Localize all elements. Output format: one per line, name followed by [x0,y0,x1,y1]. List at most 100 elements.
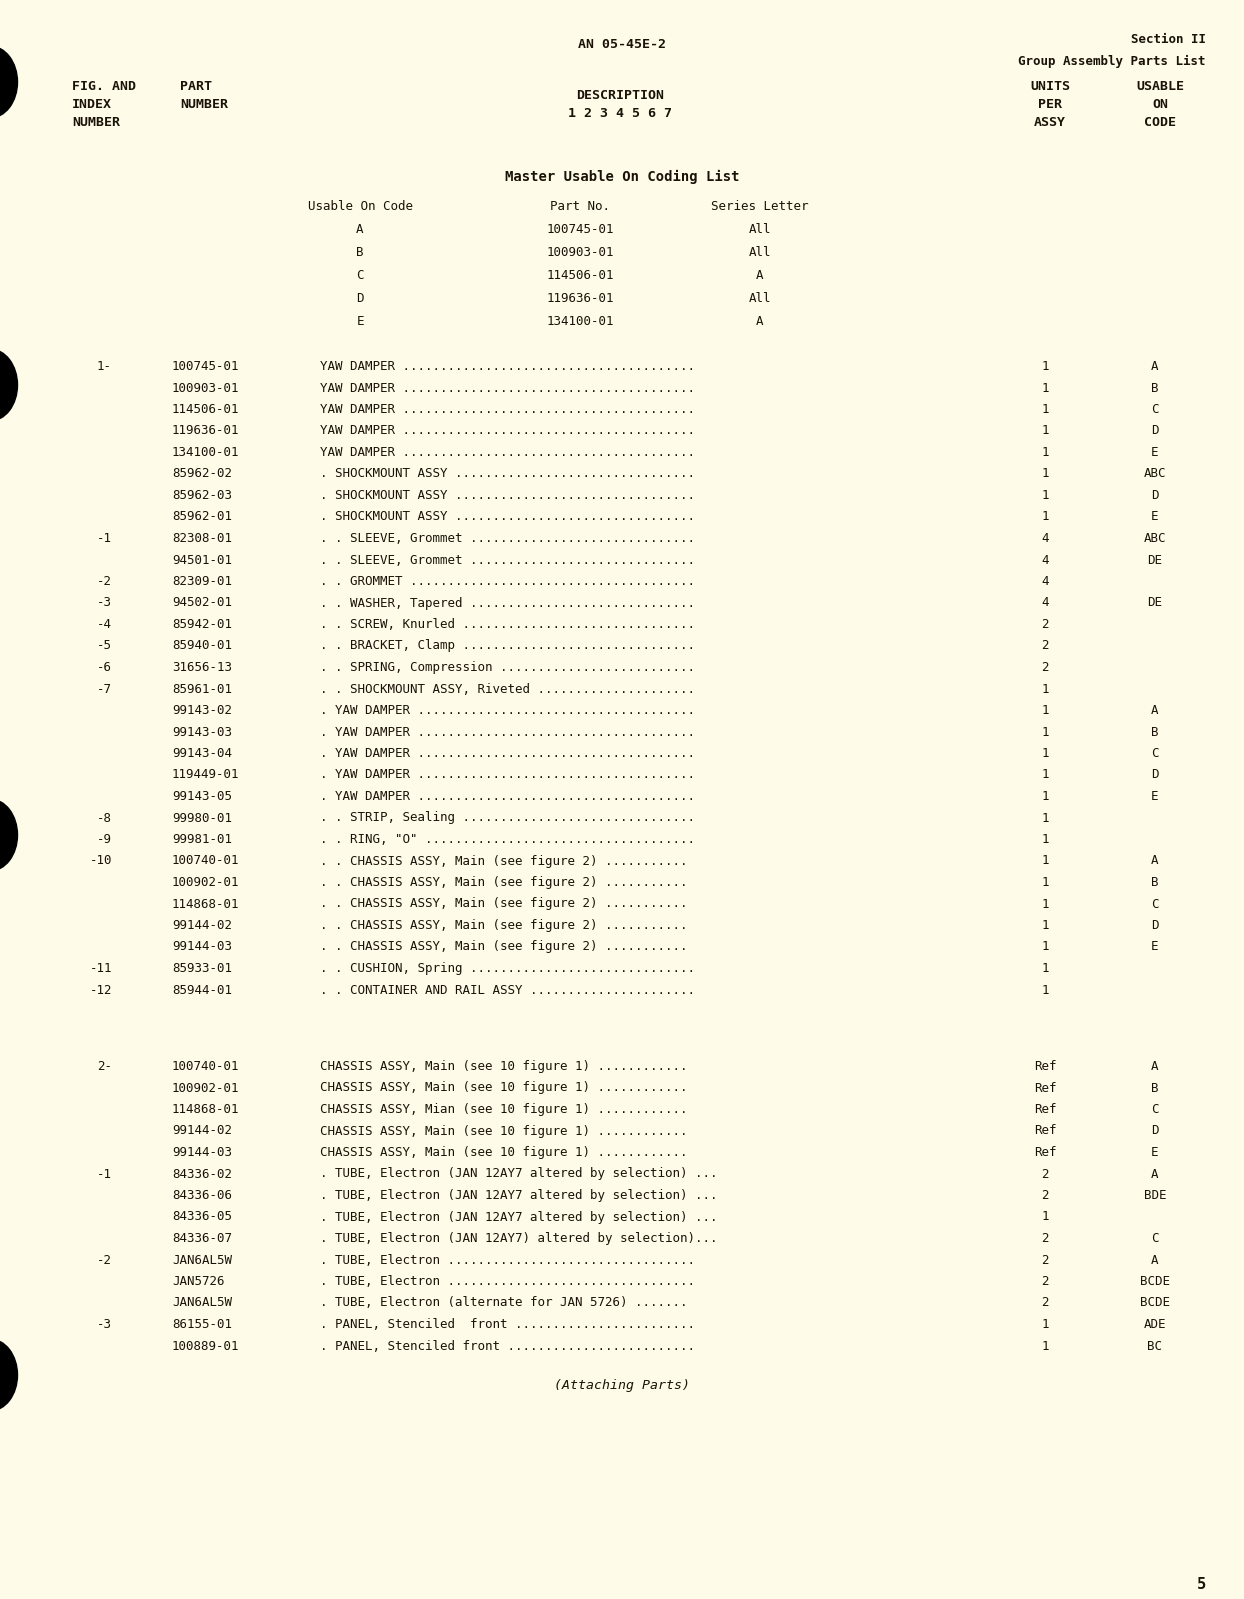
Text: NUMBER: NUMBER [72,117,119,130]
Text: . YAW DAMPER .....................................: . YAW DAMPER ...........................… [320,704,695,716]
Text: 85940-01: 85940-01 [172,640,231,652]
Text: YAW DAMPER .......................................: YAW DAMPER .............................… [320,382,695,395]
Text: C: C [1151,403,1158,416]
Text: 134100-01: 134100-01 [546,315,613,328]
Text: Ref: Ref [1034,1081,1056,1094]
Text: D: D [356,293,363,305]
Text: DE: DE [1147,553,1162,566]
Text: 100902-01: 100902-01 [172,876,240,889]
Text: 86155-01: 86155-01 [172,1318,231,1330]
Text: 99144-03: 99144-03 [172,1146,231,1159]
Text: . TUBE, Electron (JAN 12AY7 altered by selection) ...: . TUBE, Electron (JAN 12AY7 altered by s… [320,1167,718,1180]
Text: JAN6AL5W: JAN6AL5W [172,1254,231,1266]
Text: B: B [1151,876,1158,889]
Text: 1: 1 [1041,1210,1049,1223]
Text: D: D [1151,489,1158,502]
Ellipse shape [0,349,17,421]
Text: 5: 5 [1197,1577,1205,1593]
Text: -9: -9 [97,833,112,846]
Text: . . CHASSIS ASSY, Main (see figure 2) ...........: . . CHASSIS ASSY, Main (see figure 2) ..… [320,919,688,932]
Text: -4: -4 [97,617,112,632]
Text: Usable On Code: Usable On Code [307,200,413,213]
Text: -12: -12 [90,983,112,996]
Text: 99143-04: 99143-04 [172,747,231,760]
Text: 84336-07: 84336-07 [172,1231,231,1246]
Text: 31656-13: 31656-13 [172,660,231,675]
Text: 85961-01: 85961-01 [172,683,231,696]
Text: 1: 1 [1041,382,1049,395]
Text: . TUBE, Electron (JAN 12AY7 altered by selection) ...: . TUBE, Electron (JAN 12AY7 altered by s… [320,1210,718,1223]
Text: PER: PER [1037,98,1062,110]
Text: 1: 1 [1041,360,1049,373]
Text: 1: 1 [1041,812,1049,825]
Text: YAW DAMPER .......................................: YAW DAMPER .............................… [320,403,695,416]
Text: 100903-01: 100903-01 [546,246,613,259]
Text: D: D [1151,424,1158,438]
Text: 2: 2 [1041,640,1049,652]
Text: D: D [1151,769,1158,782]
Text: E: E [1151,446,1158,459]
Text: FIG. AND: FIG. AND [72,80,136,93]
Text: B: B [1151,1081,1158,1094]
Text: Part No.: Part No. [550,200,610,213]
Text: ON: ON [1152,98,1168,110]
Text: 85962-01: 85962-01 [172,510,231,523]
Text: A: A [356,222,363,237]
Text: . . SHOCKMOUNT ASSY, Riveted .....................: . . SHOCKMOUNT ASSY, Riveted ...........… [320,683,695,696]
Text: 100903-01: 100903-01 [172,382,240,395]
Text: C: C [1151,747,1158,760]
Text: . YAW DAMPER .....................................: . YAW DAMPER ...........................… [320,769,695,782]
Text: 1: 1 [1041,854,1049,868]
Text: BC: BC [1147,1340,1162,1353]
Text: E: E [1151,790,1158,803]
Text: . . SLEEVE, Grommet ..............................: . . SLEEVE, Grommet ....................… [320,553,695,566]
Text: . . CONTAINER AND RAIL ASSY ......................: . . CONTAINER AND RAIL ASSY ............… [320,983,695,996]
Text: CHASSIS ASSY, Main (see 10 figure 1) ............: CHASSIS ASSY, Main (see 10 figure 1) ...… [320,1060,688,1073]
Text: ADE: ADE [1143,1318,1167,1330]
Text: UNITS: UNITS [1030,80,1070,93]
Text: . SHOCKMOUNT ASSY ................................: . SHOCKMOUNT ASSY ......................… [320,489,695,502]
Text: -8: -8 [97,812,112,825]
Text: 1: 1 [1041,467,1049,481]
Text: Ref: Ref [1034,1124,1056,1137]
Text: 1: 1 [1041,790,1049,803]
Text: . YAW DAMPER .....................................: . YAW DAMPER ...........................… [320,790,695,803]
Text: 99143-05: 99143-05 [172,790,231,803]
Text: -2: -2 [97,576,112,588]
Text: 134100-01: 134100-01 [172,446,240,459]
Text: 94502-01: 94502-01 [172,596,231,609]
Text: 85942-01: 85942-01 [172,617,231,632]
Text: . TUBE, Electron (JAN 12AY7) altered by selection)...: . TUBE, Electron (JAN 12AY7) altered by … [320,1231,718,1246]
Text: ASSY: ASSY [1034,117,1066,130]
Text: . TUBE, Electron .................................: . TUBE, Electron .......................… [320,1274,695,1289]
Text: 100745-01: 100745-01 [546,222,613,237]
Text: 2: 2 [1041,617,1049,632]
Text: 1: 1 [1041,940,1049,953]
Text: 2: 2 [1041,1274,1049,1289]
Text: YAW DAMPER .......................................: YAW DAMPER .............................… [320,446,695,459]
Text: 1: 1 [1041,897,1049,910]
Text: 1: 1 [1041,1318,1049,1330]
Text: 99143-03: 99143-03 [172,726,231,739]
Text: 1: 1 [1041,726,1049,739]
Text: 85933-01: 85933-01 [172,963,231,975]
Ellipse shape [0,1338,17,1410]
Text: 1: 1 [1041,1340,1049,1353]
Text: 4: 4 [1041,596,1049,609]
Text: . . BRACKET, Clamp ...............................: . . BRACKET, Clamp .....................… [320,640,695,652]
Text: 85944-01: 85944-01 [172,983,231,996]
Text: 4: 4 [1041,553,1049,566]
Text: 1 2 3 4 5 6 7: 1 2 3 4 5 6 7 [569,107,672,120]
Text: C: C [356,269,363,281]
Text: -3: -3 [97,1318,112,1330]
Text: 4: 4 [1041,532,1049,545]
Text: 2: 2 [1041,660,1049,675]
Text: A: A [1151,1254,1158,1266]
Text: 1: 1 [1041,683,1049,696]
Text: . SHOCKMOUNT ASSY ................................: . SHOCKMOUNT ASSY ......................… [320,467,695,481]
Text: . . CHASSIS ASSY, Main (see figure 2) ...........: . . CHASSIS ASSY, Main (see figure 2) ..… [320,940,688,953]
Ellipse shape [0,46,17,118]
Text: E: E [1151,940,1158,953]
Text: 84336-06: 84336-06 [172,1190,231,1202]
Text: 99981-01: 99981-01 [172,833,231,846]
